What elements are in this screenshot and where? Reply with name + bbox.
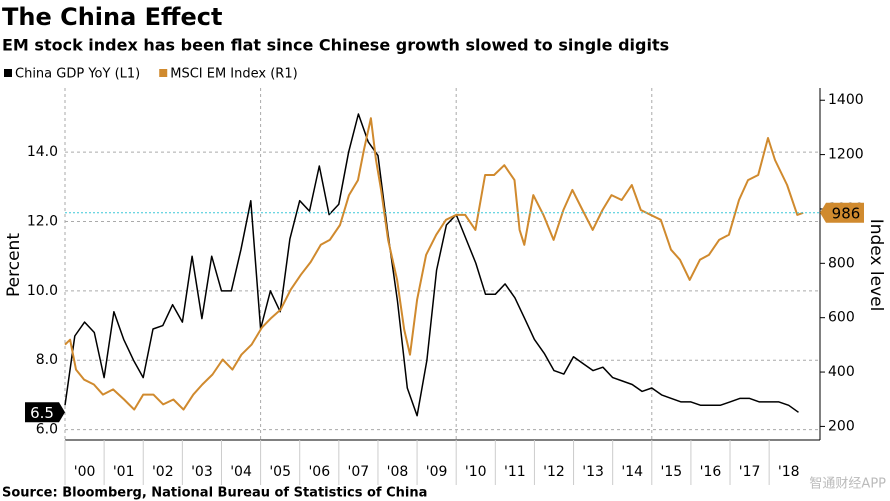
y2-tick-label: 200 bbox=[828, 418, 855, 434]
y2-tick-label: 800 bbox=[828, 255, 855, 271]
x-tick-label: '03 bbox=[191, 464, 213, 480]
x-tick-label: '02 bbox=[152, 464, 174, 480]
x-tick-label: '08 bbox=[387, 464, 409, 480]
x-tick-label: '11 bbox=[504, 464, 526, 480]
legend-swatch bbox=[4, 69, 12, 77]
x-tick-label: '09 bbox=[426, 464, 448, 480]
y2-tick-label: 1400 bbox=[828, 92, 864, 108]
y-tick-label: 6.0 bbox=[36, 422, 58, 438]
x-tick-label: '01 bbox=[113, 464, 135, 480]
x-tick-label: '05 bbox=[269, 464, 291, 480]
y2-tick-label: 400 bbox=[828, 364, 855, 380]
last-value-label: 986 bbox=[832, 204, 861, 222]
legend-swatch bbox=[159, 69, 168, 77]
x-tick-label: '15 bbox=[661, 464, 683, 480]
y-tick-label: 12.0 bbox=[27, 214, 58, 230]
x-tick-label: '14 bbox=[621, 464, 643, 480]
y2-tick-label: 1200 bbox=[828, 147, 864, 163]
x-tick-label: '18 bbox=[778, 464, 800, 480]
y-tick-label: 8.0 bbox=[36, 352, 58, 368]
last-value-tag bbox=[820, 202, 864, 223]
x-tick-label: '07 bbox=[348, 464, 370, 480]
legend-label: China GDP YoY (L1) bbox=[15, 67, 140, 82]
series-line bbox=[64, 113, 799, 417]
y2-tick-label: 600 bbox=[828, 310, 855, 326]
last-value-tag bbox=[25, 402, 65, 423]
y2-axis-label: Index level bbox=[866, 219, 886, 312]
y-tick-label: 14.0 bbox=[27, 144, 58, 160]
legend-label: MSCI EM Index (R1) bbox=[170, 67, 297, 82]
chart-title: The China Effect bbox=[2, 3, 222, 31]
last-value-label: 6.5 bbox=[30, 404, 54, 422]
x-tick-label: '13 bbox=[582, 464, 604, 480]
y-axis-label: Percent bbox=[4, 233, 24, 297]
source: Source: Bloomberg, National Bureau of St… bbox=[2, 486, 427, 501]
x-tick-label: '00 bbox=[74, 464, 96, 480]
y-tick-label: 10.0 bbox=[27, 283, 58, 299]
x-tick-label: '10 bbox=[465, 464, 487, 480]
x-tick-label: '06 bbox=[308, 464, 330, 480]
x-tick-label: '17 bbox=[739, 464, 761, 480]
x-tick-label: '16 bbox=[700, 464, 722, 480]
watermark: 智通财经APP bbox=[809, 477, 886, 492]
series-line bbox=[64, 117, 804, 411]
x-tick-label: '12 bbox=[543, 464, 565, 480]
x-tick-label: '04 bbox=[230, 464, 252, 480]
chart-subtitle: EM stock index has been flat since Chine… bbox=[2, 36, 669, 55]
